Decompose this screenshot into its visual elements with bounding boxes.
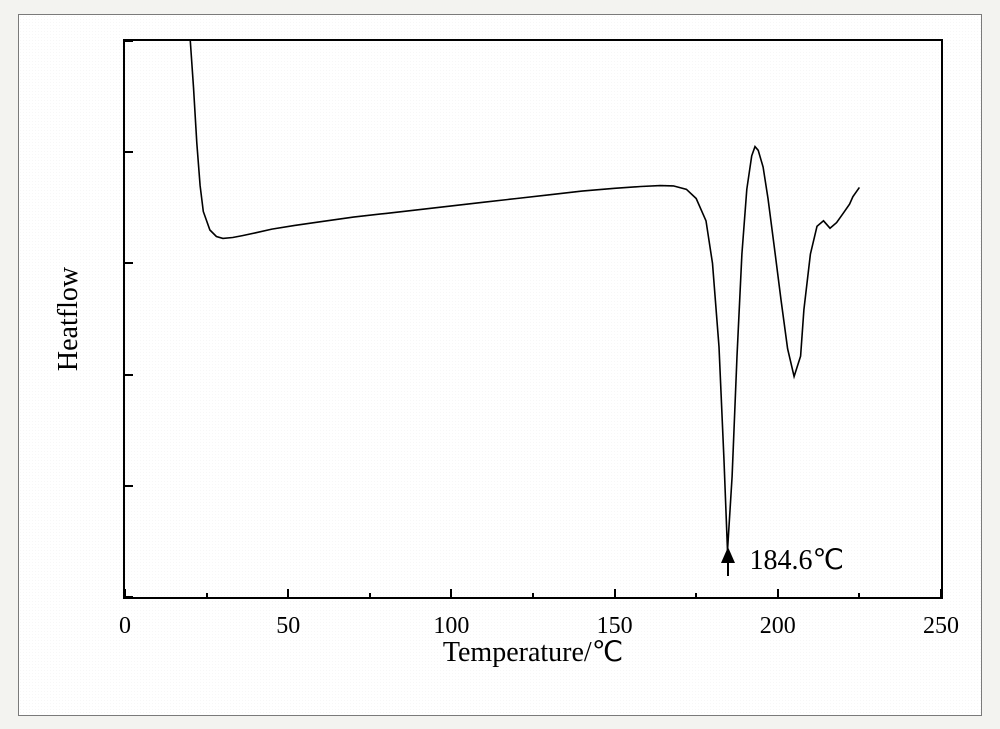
x-tick-label: 200 — [760, 613, 796, 640]
dsc-curve — [125, 41, 941, 597]
x-tick-label: 250 — [923, 613, 959, 640]
plot-area: 050100150200250 Temperature/℃ Heatflow 1… — [123, 39, 943, 599]
y-axis-title: Heatflow — [53, 267, 85, 371]
x-tick-label: 0 — [119, 613, 131, 640]
annotation-arrow-stem — [727, 562, 729, 576]
annotation-label: 184.6℃ — [750, 543, 844, 577]
annotation-arrow-head — [721, 547, 735, 563]
x-axis-title: Temperature/℃ — [443, 635, 623, 669]
figure-panel: 050100150200250 Temperature/℃ Heatflow 1… — [18, 14, 982, 716]
x-tick-label: 50 — [276, 613, 300, 640]
